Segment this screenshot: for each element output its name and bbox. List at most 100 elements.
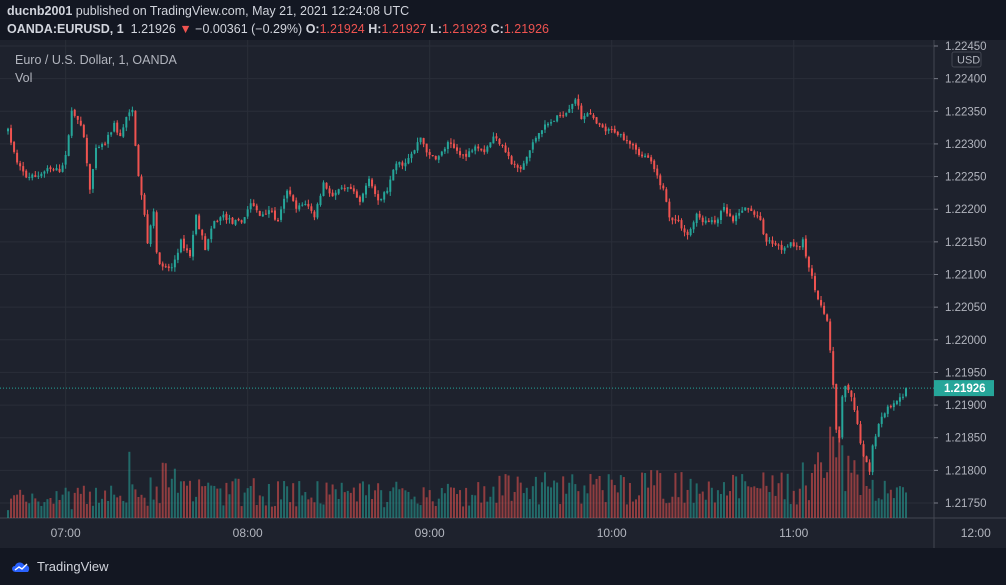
candle-body	[895, 400, 898, 405]
series-legend[interactable]: Euro / U.S. Dollar, 1, OANDA	[15, 53, 177, 67]
candle-body	[607, 129, 610, 131]
candle-body	[237, 219, 240, 221]
volume-bar	[641, 472, 644, 518]
volume-bar	[474, 495, 477, 518]
volume-bar	[519, 482, 522, 518]
volume-bar	[853, 460, 856, 518]
volume-bar	[704, 499, 707, 518]
volume-bar	[507, 475, 510, 518]
volume-bar	[577, 491, 580, 518]
volume-bar	[480, 502, 483, 518]
volume-bar	[510, 500, 513, 518]
candle-body	[892, 403, 895, 408]
open-label: O:	[305, 22, 320, 36]
candle-body	[416, 142, 419, 151]
volume-bar	[777, 483, 780, 518]
open-value: 1.21924	[319, 22, 365, 36]
candle-body	[547, 123, 550, 126]
volume-bar	[243, 492, 246, 518]
volume-bar	[804, 485, 807, 518]
volume-bar	[298, 481, 301, 518]
current-price-tag[interactable]	[934, 380, 994, 397]
candle-body	[219, 217, 222, 221]
volume-bar	[543, 472, 546, 518]
volume-bar	[319, 503, 322, 518]
volume-legend[interactable]: Vol	[15, 71, 33, 85]
candle-body	[650, 157, 653, 162]
volume-bar	[82, 485, 85, 518]
candle-body	[677, 219, 680, 222]
volume-bar	[631, 501, 634, 518]
candle-body	[289, 190, 292, 195]
volume-bar	[377, 483, 380, 518]
volume-bar	[786, 473, 789, 518]
volume-bar	[155, 486, 158, 518]
volume-bar	[267, 483, 270, 518]
time-tick-label: 10:00	[597, 526, 627, 540]
volume-bar	[73, 492, 76, 518]
volume-bar	[689, 478, 692, 518]
volume-bar	[322, 504, 325, 518]
volume-bar	[707, 481, 710, 518]
volume-bar	[905, 492, 907, 518]
candle-body	[765, 233, 768, 242]
candle-body	[662, 185, 665, 189]
candle-body	[176, 252, 179, 260]
candle-body	[355, 191, 358, 198]
volume-bar	[562, 476, 565, 518]
candle-body	[489, 142, 492, 148]
footer-brand[interactable]: TradingView	[10, 559, 109, 574]
candle-body	[522, 163, 525, 170]
candle-body	[49, 167, 52, 170]
candle-body	[753, 211, 756, 215]
candle-body	[161, 263, 164, 267]
volume-bar	[88, 491, 91, 518]
volume-bar	[195, 496, 198, 518]
volume-bar	[826, 472, 829, 518]
volume-bar	[185, 485, 188, 518]
volume-bar	[886, 493, 889, 518]
candle-body	[231, 217, 234, 224]
candle-body	[710, 220, 713, 223]
time-tick-label: 08:00	[233, 526, 263, 540]
price-chart[interactable]: 1.22450 1.22400 1.22350 1.22300 1.22250 1.222…	[0, 40, 1006, 548]
candle-body	[371, 179, 374, 187]
volume-bar	[747, 486, 750, 518]
author-name[interactable]: ducnb2001	[7, 4, 73, 18]
volume-bar	[182, 481, 185, 518]
volume-bar	[34, 498, 37, 518]
candle-body	[844, 385, 847, 398]
chart-area[interactable]: 1.22450 1.22400 1.22350 1.22300 1.22250 1.222…	[0, 40, 1006, 548]
candle-body	[19, 163, 22, 167]
candle-body	[701, 217, 704, 223]
volume-bar	[656, 470, 659, 518]
volume-bar	[352, 487, 355, 518]
candle-body	[337, 189, 340, 194]
volume-bar	[580, 503, 583, 518]
volume-bar	[158, 503, 161, 518]
volume-bar	[307, 499, 310, 518]
volume-bar	[586, 493, 589, 518]
volume-bar	[176, 492, 179, 518]
price-tick-label: 1.22050	[945, 302, 987, 314]
footer-bar	[0, 548, 1006, 585]
candle-body	[128, 112, 131, 117]
volume-bar	[595, 478, 598, 518]
candle-body	[119, 132, 122, 137]
volume-bar	[571, 474, 574, 518]
price-tick-label: 1.21800	[945, 465, 987, 477]
currency-badge[interactable]	[951, 51, 982, 68]
volume-bar	[644, 473, 647, 518]
volume-bar	[559, 504, 562, 518]
volume-bar	[43, 502, 46, 518]
candle-body	[865, 456, 868, 463]
candle-body	[76, 115, 79, 120]
volume-bar	[522, 493, 525, 518]
volume-bar	[901, 487, 904, 518]
candle-body	[170, 267, 173, 269]
volume-bar	[52, 503, 55, 518]
volume-bar	[547, 486, 550, 518]
candle-body	[334, 192, 337, 196]
candle-body	[104, 143, 107, 145]
candle-body	[786, 246, 789, 248]
